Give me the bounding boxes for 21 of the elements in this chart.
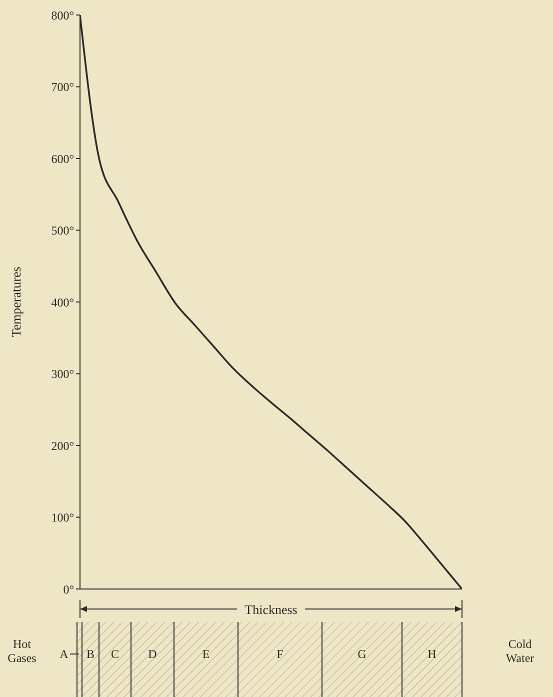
y-tick-label: 200°: [51, 438, 74, 453]
y-tick-label: 600°: [51, 152, 74, 166]
y-tick-label: 0°: [63, 582, 74, 596]
text: E: [202, 647, 210, 661]
y-tick-label: 400°: [51, 295, 74, 310]
y-axis-title: Temperatures: [8, 266, 24, 338]
y-tick-label: 300°: [51, 367, 74, 382]
y-tick-label: 500°: [51, 224, 74, 238]
y-tick-label: 700°: [51, 80, 74, 94]
text: Cold Water: [506, 637, 534, 665]
text: Thickness: [244, 602, 298, 617]
text: A: [60, 647, 69, 661]
text: H: [428, 647, 437, 661]
text: G: [358, 647, 367, 661]
text: D: [148, 647, 158, 661]
text: C: [110, 647, 120, 661]
text: Hot Gases: [8, 637, 37, 665]
y-tick-label: 100°: [51, 510, 74, 525]
text: B: [86, 647, 95, 661]
y-tick-label: 800°: [51, 8, 74, 22]
text: F: [276, 647, 284, 661]
